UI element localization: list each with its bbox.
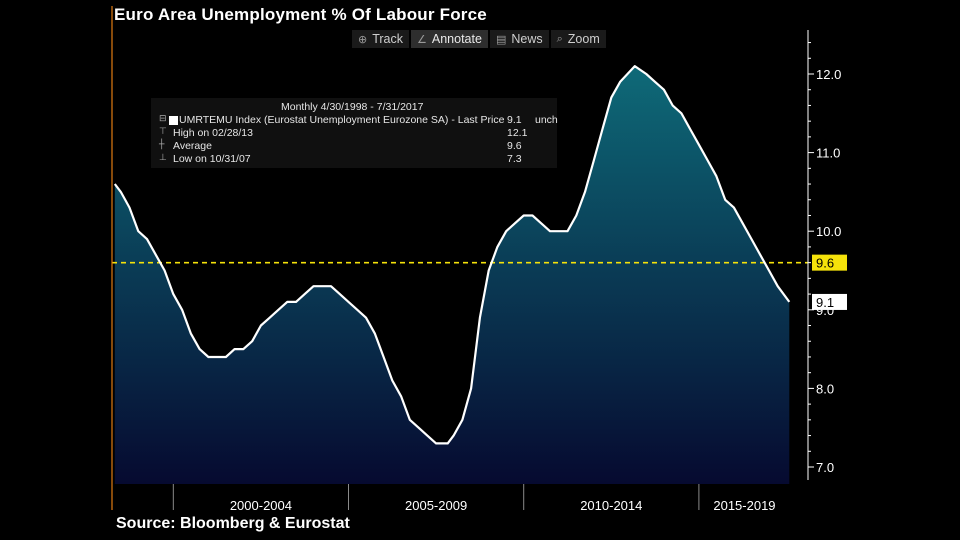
annotate-button[interactable]: ∠ Annotate xyxy=(411,30,488,48)
news-icon: ▤ xyxy=(495,32,507,46)
chart-toolbar: ⊕ Track ∠ Annotate ▤ News ⌕ Zoom xyxy=(352,30,606,48)
legend-low-row: ⊥ Low on 10/31/07 7.3 xyxy=(157,153,553,166)
track-label: Track xyxy=(372,32,404,46)
average-badge xyxy=(812,254,847,271)
legend-high-row: ⊤ High on 02/28/13 12.1 xyxy=(157,127,553,140)
legend-average-label: Average xyxy=(173,140,212,152)
last-value-label: 9.1 xyxy=(816,295,834,310)
legend-last-change: unch xyxy=(535,114,558,126)
news-button[interactable]: ▤ News xyxy=(489,30,549,48)
average-marker-icon: ┼ xyxy=(159,140,165,150)
news-label: News xyxy=(511,32,543,46)
crosshair-icon: ⊕ xyxy=(358,32,368,46)
collapse-icon[interactable]: ⊟ xyxy=(159,114,167,124)
y-tick-label: 8.0 xyxy=(816,381,834,396)
high-marker-icon: ⊤ xyxy=(159,127,167,137)
y-tick-label: 12.0 xyxy=(816,67,841,82)
legend-high-label: High on 02/28/13 xyxy=(173,127,253,139)
series-swatch xyxy=(169,116,178,125)
zoom-button[interactable]: ⌕ Zoom xyxy=(550,30,606,48)
zoom-label: Zoom xyxy=(567,32,600,46)
y-tick-label: 11.0 xyxy=(816,146,840,161)
zoom-icon: ⌕ xyxy=(556,32,563,45)
x-group-label: 2000-2004 xyxy=(230,498,292,513)
series-area xyxy=(114,66,790,484)
legend-high-value: 12.1 xyxy=(507,127,528,139)
series-line xyxy=(113,65,791,445)
x-group-label: 2005-2009 xyxy=(405,498,467,513)
annotate-label: Annotate xyxy=(431,32,482,46)
chart-legend: Monthly 4/30/1998 - 7/31/2017 ⊟ UMRTEMU … xyxy=(151,98,558,168)
legend-series-label: UMRTEMU Index (Eurostat Unemployment Eur… xyxy=(179,114,505,126)
legend-average-value: 9.6 xyxy=(507,140,522,152)
legend-low-value: 7.3 xyxy=(507,153,522,165)
legend-last-value: 9.1 xyxy=(507,114,522,126)
legend-low-label: Low on 10/31/07 xyxy=(173,153,251,165)
low-marker-icon: ⊥ xyxy=(159,153,167,163)
last-value-badge xyxy=(812,293,847,310)
pencil-icon: ∠ xyxy=(417,32,427,46)
x-group-label: 2015-2019 xyxy=(713,498,775,513)
legend-header: Monthly 4/30/1998 - 7/31/2017 xyxy=(281,101,424,113)
x-group-label: 2010-2014 xyxy=(580,498,642,513)
legend-series-row: ⊟ UMRTEMU Index (Eurostat Unemployment E… xyxy=(157,114,558,127)
y-tick-label: 7.0 xyxy=(816,460,834,475)
y-tick-label: 10.0 xyxy=(816,224,841,239)
chart-title: Euro Area Unemployment % Of Labour Force xyxy=(114,5,487,24)
legend-average-row: ┼ Average 9.6 xyxy=(157,140,553,153)
track-button[interactable]: ⊕ Track xyxy=(352,30,410,48)
source-note: Source: Bloomberg & Eurostat xyxy=(116,515,350,532)
average-badge-label: 9.6 xyxy=(816,256,834,271)
